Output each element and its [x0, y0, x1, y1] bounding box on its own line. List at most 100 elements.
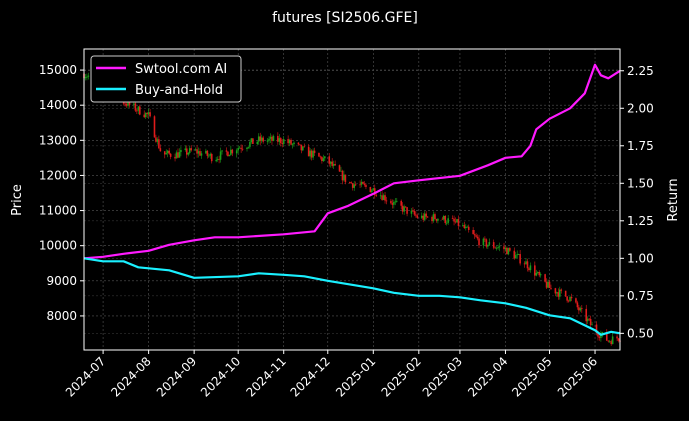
candle-body [269, 136, 272, 139]
candle-body [343, 174, 345, 181]
candle-body [362, 181, 364, 184]
candle-body [444, 215, 447, 224]
candle-body [441, 218, 444, 220]
candle-body [256, 141, 259, 145]
y-tick-label-left: 8000 [46, 309, 77, 323]
candle-body [453, 218, 455, 222]
candle-body [432, 214, 435, 222]
candle-body [259, 136, 262, 141]
candle-body [218, 158, 220, 160]
candle-body [319, 156, 322, 158]
candle-body [539, 274, 542, 276]
y-tick-label-right: 1.25 [627, 214, 654, 228]
y-tick-label-left: 12000 [39, 168, 77, 182]
candle-body [328, 156, 331, 164]
candle-body [133, 103, 135, 105]
candle-body [365, 184, 367, 188]
x-tick-label: 2025-01 [333, 354, 378, 399]
candle-body [465, 226, 467, 229]
candle-body [442, 215, 445, 220]
candle-body [570, 296, 573, 299]
candle-body [372, 188, 375, 191]
y-axis-right: 0.50 0.75 1.00 1.25 1.50 1.75 2.00 2.25 [620, 64, 654, 340]
candle-body [589, 318, 592, 325]
candle-body [544, 274, 546, 282]
candle-body [395, 200, 398, 202]
y-tick-label-left: 10000 [39, 239, 77, 253]
candle-body [260, 137, 263, 141]
candle-body [391, 203, 394, 205]
candle-body [225, 150, 228, 152]
candle-body [194, 149, 197, 151]
candle-body [435, 218, 438, 221]
candle-body [454, 221, 457, 223]
candle-body [503, 246, 505, 250]
candle-body [494, 247, 496, 249]
candle-body [240, 147, 242, 149]
candle-body [279, 138, 282, 143]
candle-body [472, 229, 474, 235]
candle-body [351, 183, 354, 188]
candle-body [206, 150, 209, 156]
candle-body [607, 340, 610, 342]
candle-body [169, 153, 172, 157]
candle-body [557, 292, 560, 297]
candle-body [241, 148, 244, 150]
candle-body [158, 139, 160, 149]
candle-body [597, 333, 599, 337]
candle-body [134, 103, 137, 111]
candle-body [476, 236, 479, 239]
candle-body [271, 136, 273, 141]
candle-body [282, 139, 285, 144]
y-tick-label-right: 0.75 [627, 289, 654, 303]
candle-body [331, 161, 333, 166]
candle-body [422, 215, 425, 220]
candles [83, 69, 621, 346]
candle-body [210, 154, 213, 162]
candle-body [467, 226, 470, 230]
candle-body [324, 156, 326, 159]
candle-body [290, 139, 292, 145]
candle-body [175, 152, 178, 159]
candle-body [528, 268, 530, 271]
candle-body [554, 288, 557, 294]
y-tick-label-left: 15000 [39, 63, 77, 77]
candle-body [581, 308, 583, 309]
candle-body [227, 151, 229, 157]
candle-body [381, 195, 383, 200]
candle-body [487, 244, 489, 247]
candle-body [249, 141, 251, 147]
candle-body [488, 242, 491, 245]
x-tick-label: 2025-04 [465, 354, 510, 399]
candle-body [155, 137, 157, 142]
candle-body [344, 174, 347, 183]
candle-body [431, 216, 433, 222]
candle-body [492, 242, 495, 248]
candle-body [506, 247, 508, 255]
candle-body [410, 210, 413, 214]
candle-body [293, 142, 295, 145]
candle-body [525, 261, 527, 265]
candle-body [168, 150, 170, 154]
candle-body [466, 226, 469, 228]
candle-body [385, 200, 388, 202]
candle-body [257, 136, 260, 142]
candle-body [600, 334, 602, 338]
candle-body [456, 219, 458, 223]
candle-body [277, 135, 279, 142]
candle-body [538, 271, 541, 276]
candle-body [478, 238, 480, 246]
y-axis-right-label: Return [666, 178, 681, 221]
candle-body [86, 76, 88, 78]
candle-body [462, 225, 464, 226]
x-tick-label: 2025-05 [509, 354, 554, 399]
candle-body [548, 281, 551, 289]
candle-body [185, 148, 188, 155]
candle-body [350, 182, 353, 184]
candle-body [208, 155, 210, 157]
candle-body [178, 152, 181, 158]
candle-body [156, 139, 159, 142]
candle-body [312, 150, 314, 158]
candle-body [190, 148, 192, 151]
